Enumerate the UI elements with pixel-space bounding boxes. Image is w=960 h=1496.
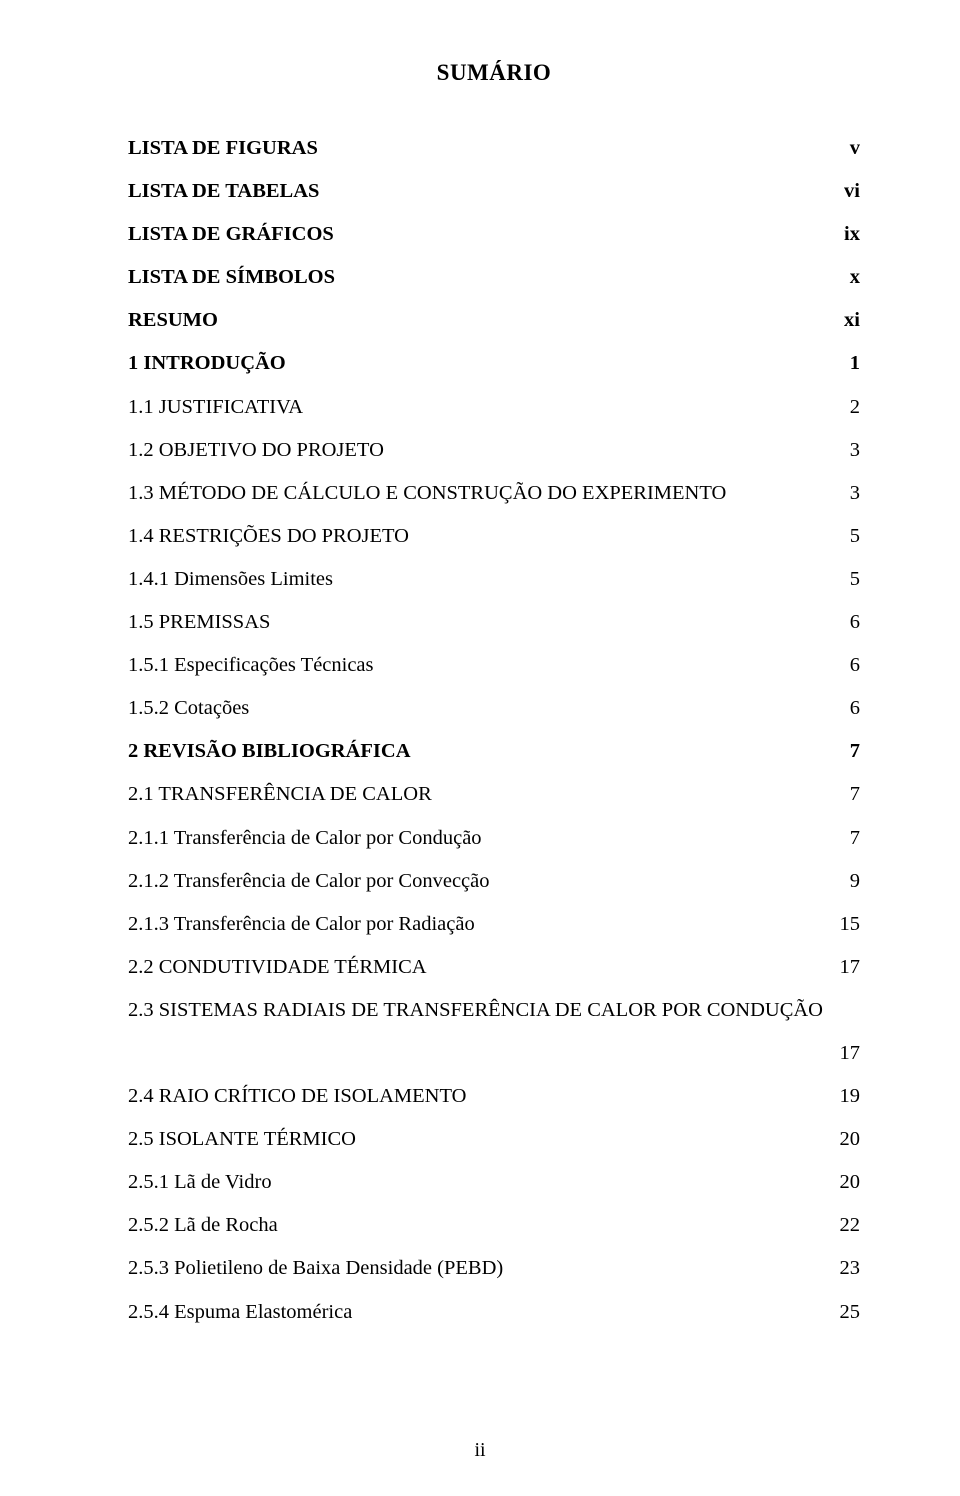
document-page: SUMÁRIO LISTA DE FIGURAS v LISTA DE TABELA… bbox=[0, 0, 960, 1496]
toc-label: RESUMO bbox=[128, 310, 218, 331]
toc-entry: 2.1.1 Transferência de Calor por Conduçã… bbox=[128, 828, 860, 849]
toc-entry: 1.5 PREMISSAS 6 bbox=[128, 612, 860, 633]
toc-page-number: 17 bbox=[838, 957, 860, 978]
toc-label: 2.2 CONDUTIVIDADE TÉRMICA bbox=[128, 957, 427, 978]
toc-entry: 1.5.1 Especificações Técnicas 6 bbox=[128, 655, 860, 676]
toc-page-number: 19 bbox=[838, 1086, 860, 1107]
toc-entry: 2.1 TRANSFERÊNCIA DE CALOR 7 bbox=[128, 784, 860, 805]
toc-entry: LISTA DE SÍMBOLOS x bbox=[128, 267, 860, 288]
toc-entry: 2.5.4 Espuma Elastomérica 25 bbox=[128, 1302, 860, 1323]
toc-entry: 2.1.3 Transferência de Calor por Radiaçã… bbox=[128, 914, 860, 935]
toc-label: 1.1 JUSTIFICATIVA bbox=[128, 397, 303, 418]
toc-page-number: 6 bbox=[838, 698, 860, 719]
toc-label: 2.5.1 Lã de Vidro bbox=[128, 1172, 272, 1193]
toc-page-number: 6 bbox=[838, 612, 860, 633]
page-title: SUMÁRIO bbox=[128, 60, 860, 86]
toc-label: 2.1 TRANSFERÊNCIA DE CALOR bbox=[128, 784, 432, 805]
toc-entry: 2.5.2 Lã de Rocha 22 bbox=[128, 1215, 860, 1236]
toc-page-number: v bbox=[838, 138, 860, 159]
toc-page-number: 5 bbox=[838, 526, 860, 547]
toc-page-number: 7 bbox=[838, 784, 860, 805]
toc-entry: 2.5 ISOLANTE TÉRMICO 20 bbox=[128, 1129, 860, 1150]
toc-entry: 2.5.3 Polietileno de Baixa Densidade (PE… bbox=[128, 1258, 860, 1279]
toc-page-number: 3 bbox=[838, 483, 860, 504]
toc-entry: 1.4 RESTRIÇÕES DO PROJETO 5 bbox=[128, 526, 860, 547]
toc-label: 1.5 PREMISSAS bbox=[128, 612, 270, 633]
toc-page-number: 20 bbox=[838, 1129, 860, 1150]
toc-label: 2.5.3 Polietileno de Baixa Densidade (PE… bbox=[128, 1258, 503, 1279]
toc-page-number: 22 bbox=[838, 1215, 860, 1236]
toc-label: 1.5.2 Cotações bbox=[128, 698, 249, 719]
toc-label: 1.3 MÉTODO DE CÁLCULO E CONSTRUÇÃO DO EX… bbox=[128, 483, 726, 504]
toc-entry: 2.3 SISTEMAS RADIAIS DE TRANSFERÊNCIA DE… bbox=[128, 1000, 860, 1021]
page-number-footer: ii bbox=[0, 1439, 960, 1462]
toc-page-number: ix bbox=[838, 224, 860, 245]
toc-entry: LISTA DE FIGURAS v bbox=[128, 138, 860, 159]
toc-page-number: 9 bbox=[838, 871, 860, 892]
toc-page-number: 7 bbox=[838, 828, 860, 849]
toc-entry: 2.1.2 Transferência de Calor por Convecç… bbox=[128, 871, 860, 892]
toc-label: 1.5.1 Especificações Técnicas bbox=[128, 655, 374, 676]
toc-entry: 2.2 CONDUTIVIDADE TÉRMICA 17 bbox=[128, 957, 860, 978]
toc-label: 2.5.4 Espuma Elastomérica bbox=[128, 1302, 352, 1323]
toc-entry: 1 INTRODUÇÃO 1 bbox=[128, 353, 860, 374]
toc-label: 2.5 ISOLANTE TÉRMICO bbox=[128, 1129, 356, 1150]
toc-entry: 2.4 RAIO CRÍTICO DE ISOLAMENTO 19 bbox=[128, 1086, 860, 1107]
toc-page-number: 1 bbox=[838, 353, 860, 374]
toc-label: 1.4 RESTRIÇÕES DO PROJETO bbox=[128, 526, 409, 547]
toc-page-number: 5 bbox=[838, 569, 860, 590]
toc-label: 2.1.1 Transferência de Calor por Conduçã… bbox=[128, 828, 482, 849]
toc-label: 2 REVISÃO BIBLIOGRÁFICA bbox=[128, 741, 411, 762]
toc-entry: LISTA DE GRÁFICOS ix bbox=[128, 224, 860, 245]
toc-label: 2.1.3 Transferência de Calor por Radiaçã… bbox=[128, 914, 475, 935]
table-of-contents: LISTA DE FIGURASvLISTA DE TABELASviLISTA… bbox=[128, 138, 860, 1322]
toc-page-number: x bbox=[850, 267, 860, 288]
toc-label: 2.3 SISTEMAS RADIAIS DE TRANSFERÊNCIA DE… bbox=[128, 1000, 823, 1021]
toc-entry: 1.5.2 Cotações 6 bbox=[128, 698, 860, 719]
toc-entry: 17 bbox=[128, 1043, 860, 1064]
toc-label: LISTA DE TABELAS bbox=[128, 181, 319, 202]
toc-page-number: 15 bbox=[838, 914, 860, 935]
toc-label: 1.2 OBJETIVO DO PROJETO bbox=[128, 440, 384, 461]
toc-label: LISTA DE SÍMBOLOS bbox=[128, 267, 335, 288]
toc-entry: 2 REVISÃO BIBLIOGRÁFICA 7 bbox=[128, 741, 860, 762]
toc-entry: 2.5.1 Lã de Vidro 20 bbox=[128, 1172, 860, 1193]
toc-page-number: 23 bbox=[838, 1258, 860, 1279]
toc-page-number: 2 bbox=[838, 397, 860, 418]
toc-label: 2.5.2 Lã de Rocha bbox=[128, 1215, 278, 1236]
toc-page-number: 7 bbox=[838, 741, 860, 762]
toc-label: 2.1.2 Transferência de Calor por Convecç… bbox=[128, 871, 490, 892]
toc-entry: LISTA DE TABELAS vi bbox=[128, 181, 860, 202]
toc-label: 2.4 RAIO CRÍTICO DE ISOLAMENTO bbox=[128, 1086, 466, 1107]
toc-page-number: 17 bbox=[838, 1043, 860, 1064]
toc-label: 1 INTRODUÇÃO bbox=[128, 353, 286, 374]
toc-page-number: 25 bbox=[838, 1302, 860, 1323]
toc-entry: 1.2 OBJETIVO DO PROJETO 3 bbox=[128, 440, 860, 461]
toc-page-number: xi bbox=[838, 310, 860, 331]
toc-label: LISTA DE FIGURAS bbox=[128, 138, 318, 159]
toc-entry: 1.1 JUSTIFICATIVA 2 bbox=[128, 397, 860, 418]
toc-page-number: 6 bbox=[838, 655, 860, 676]
toc-page-number: 3 bbox=[838, 440, 860, 461]
toc-page-number: vi bbox=[838, 181, 860, 202]
toc-page-number: 20 bbox=[838, 1172, 860, 1193]
toc-entry: 1.3 MÉTODO DE CÁLCULO E CONSTRUÇÃO DO EX… bbox=[128, 483, 860, 504]
toc-label: LISTA DE GRÁFICOS bbox=[128, 224, 334, 245]
toc-entry: RESUMO xi bbox=[128, 310, 860, 331]
toc-entry: 1.4.1 Dimensões Limites 5 bbox=[128, 569, 860, 590]
toc-label: 1.4.1 Dimensões Limites bbox=[128, 569, 333, 590]
